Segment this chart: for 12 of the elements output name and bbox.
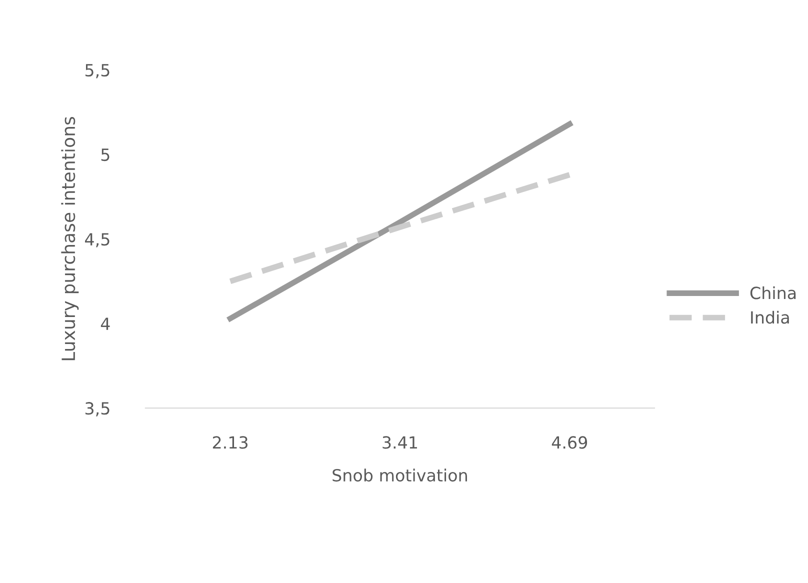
x-tick-label: 3.41 — [382, 436, 417, 449]
x-tick-label: 4.69 — [552, 436, 588, 449]
y-axis-title: Luxury purchase intentions — [61, 116, 79, 360]
y-tick-label: 5 — [101, 148, 110, 162]
y-tick-label: 3,5 — [85, 402, 110, 416]
y-tick-label: 5,5 — [86, 64, 110, 78]
legend-label: India — [751, 310, 789, 324]
y-tick-label: 4 — [100, 318, 110, 330]
legend-label: China — [750, 286, 796, 300]
x-axis-title: Snob motivation — [332, 468, 467, 482]
y-tick-label: 4,5 — [85, 233, 110, 248]
x-tick-label: 2.13 — [212, 436, 248, 449]
